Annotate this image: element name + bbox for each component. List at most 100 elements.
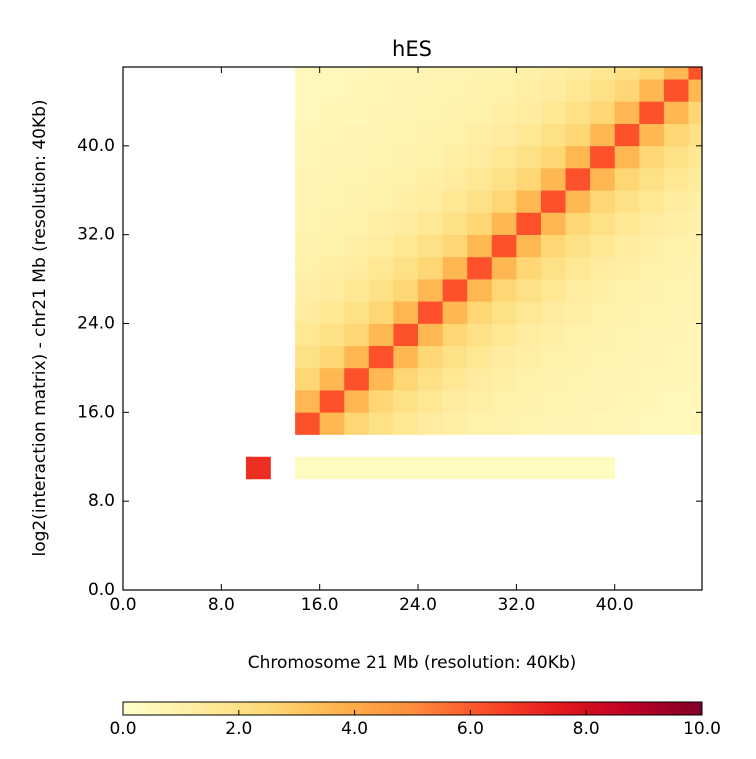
heatmap-cell <box>516 101 542 124</box>
heatmap-cell <box>368 101 394 124</box>
heatmap-cell <box>418 279 443 302</box>
heatmap-cell <box>590 101 616 124</box>
heatmap-cell <box>491 412 517 435</box>
heatmap-cell <box>368 67 394 80</box>
heatmap-cell <box>614 168 640 191</box>
heatmap-cell <box>614 190 640 213</box>
heatmap-cell <box>295 212 320 235</box>
heatmap-cell <box>319 67 345 80</box>
heatmap-cell <box>491 390 517 413</box>
heatmap-cell <box>442 67 468 80</box>
y-tick-label: 0.0 <box>88 580 115 600</box>
heatmap-cell <box>418 145 443 169</box>
heatmap-cell <box>663 67 689 80</box>
heatmap-cell <box>295 301 320 324</box>
heatmap-cell <box>442 256 468 280</box>
heatmap-cell <box>639 345 665 369</box>
heatmap-cell <box>319 190 345 213</box>
heatmap-cell <box>295 168 320 191</box>
heatmap-cell <box>565 412 591 435</box>
heatmap-cell <box>590 345 616 369</box>
y-tick-label: 16.0 <box>77 402 115 422</box>
heatmap-cell <box>295 79 320 102</box>
heatmap-cell <box>393 390 419 413</box>
colorbar-tick-label: 10.0 <box>683 719 721 739</box>
y-tick-label: 32.0 <box>77 225 115 245</box>
heatmap-cell <box>688 190 703 213</box>
heatmap-cell <box>467 234 493 258</box>
heatmap-cell <box>467 190 493 213</box>
heatmap-cell <box>368 123 394 147</box>
heatmap-cell <box>688 301 703 324</box>
heatmap-cell <box>319 456 345 480</box>
heatmap-cell <box>639 234 665 258</box>
heatmap-cell <box>688 79 703 102</box>
heatmap-cell <box>565 79 591 102</box>
heatmap-cell <box>418 67 443 80</box>
heatmap-cell <box>491 79 517 102</box>
heatmap-cell <box>540 168 566 191</box>
heatmap-cell <box>368 145 394 169</box>
heatmap-cell <box>590 123 616 147</box>
heatmap-cell <box>467 412 493 435</box>
heatmap-cell <box>368 390 394 413</box>
heatmap-cell <box>590 301 616 324</box>
heatmap-cell <box>295 234 320 258</box>
heatmap-cell <box>368 301 394 324</box>
heatmap-cell <box>295 456 320 480</box>
heatmap-cell <box>688 279 703 302</box>
heatmap-cell <box>393 456 419 480</box>
heatmap-cell <box>639 101 665 124</box>
heatmap-cell <box>639 123 665 147</box>
heatmap-cell <box>344 412 370 435</box>
heatmap-cell <box>614 390 640 413</box>
heatmap-cell <box>590 212 616 235</box>
heatmap-cell <box>491 256 517 280</box>
heatmap-cell <box>368 345 394 369</box>
heatmap-cell <box>344 67 370 80</box>
heatmap-cell <box>663 190 689 213</box>
x-tick-label: 16.0 <box>301 595 339 615</box>
heatmap-cell <box>344 79 370 102</box>
heatmap-cell <box>418 323 443 347</box>
x-axis-label: Chromosome 21 Mb (resolution: 40Kb) <box>248 653 577 673</box>
heatmap-cell <box>319 412 345 435</box>
heatmap-cell <box>565 390 591 413</box>
heatmap-cell <box>663 123 689 147</box>
heatmap-cell <box>565 212 591 235</box>
heatmap-cell <box>565 301 591 324</box>
heatmap-cell <box>319 279 345 302</box>
heatmap-cell <box>590 190 616 213</box>
heatmap-cell <box>540 79 566 102</box>
heatmap-cell <box>344 279 370 302</box>
heatmap-cell <box>614 323 640 347</box>
heatmap-cell <box>418 79 443 102</box>
heatmap-cell <box>393 145 419 169</box>
heatmap-cell <box>418 190 443 213</box>
heatmap-cell <box>663 168 689 191</box>
heatmap-cell <box>614 234 640 258</box>
heatmap-cell <box>295 345 320 369</box>
heatmap-cell <box>688 323 703 347</box>
heatmap-cell <box>491 145 517 169</box>
heatmap-cell <box>639 323 665 347</box>
heatmap-cell <box>688 367 703 391</box>
heatmap-cell <box>418 456 443 480</box>
heatmap-cell <box>368 212 394 235</box>
heatmap-cell <box>393 67 419 80</box>
heatmap-cell <box>491 190 517 213</box>
heatmap-cell <box>516 412 542 435</box>
heatmap-cell <box>639 168 665 191</box>
heatmap-cell <box>688 345 703 369</box>
heatmap-cell <box>344 367 370 391</box>
heatmap-cell <box>344 101 370 124</box>
heatmap-cell <box>319 145 345 169</box>
heatmap-cell <box>639 279 665 302</box>
heatmap-cell <box>688 412 703 435</box>
heatmap-cell <box>590 256 616 280</box>
heatmap-cell <box>688 212 703 235</box>
heatmap-cell <box>442 234 468 258</box>
heatmap-cell <box>319 323 345 347</box>
heatmap-cell <box>516 234 542 258</box>
heatmap-cell <box>467 168 493 191</box>
